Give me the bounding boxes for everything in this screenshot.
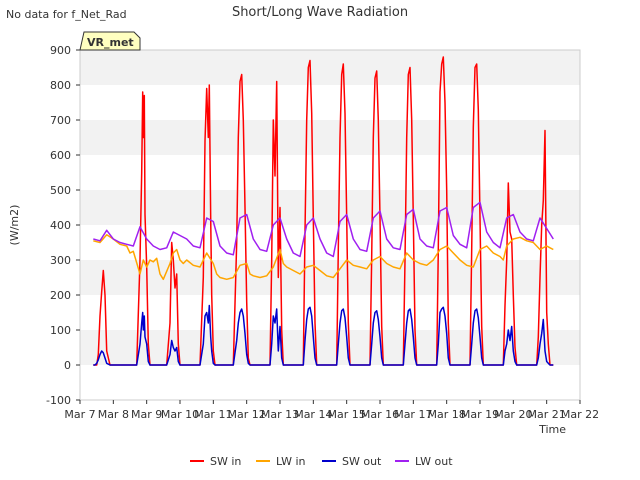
site-badge: VR_met [79, 31, 141, 51]
x-tick-label: Mar 7 [64, 408, 95, 421]
y-tick-label: 800 [50, 79, 71, 92]
grid-band [80, 155, 580, 190]
x-tick-label: Mar 17 [394, 408, 432, 421]
x-tick-label: Mar 18 [428, 408, 466, 421]
y-tick-label: 200 [50, 289, 71, 302]
series-line-sw-out [93, 304, 554, 366]
y-tick-label: 700 [50, 114, 71, 127]
x-tick-label: Mar 22 [561, 408, 599, 421]
site-badge-label: VR_met [87, 36, 134, 49]
x-tick-label: Mar 9 [131, 408, 162, 421]
legend-label-lw-out: LW out [415, 455, 453, 468]
grid-band [80, 50, 580, 85]
x-axis-label: Time [538, 423, 566, 436]
grid-band [80, 330, 580, 365]
x-tick-label: Mar 14 [294, 408, 332, 421]
series-lines [93, 56, 554, 366]
x-tick-label: Mar 10 [161, 408, 199, 421]
series-line-lw-in [93, 234, 554, 281]
grid-band [80, 120, 580, 155]
x-tick-label: Mar 21 [528, 408, 566, 421]
x-tick-label: Mar 20 [494, 408, 532, 421]
x-tick-label: Mar 11 [194, 408, 232, 421]
x-tick-label: Mar 8 [98, 408, 129, 421]
y-axis: -100 0 100 200 300 400 500 600 700 800 900 [46, 44, 80, 407]
chart-title: Short/Long Wave Radiation [232, 5, 408, 20]
y-tick-label: 400 [50, 219, 71, 232]
grid-band [80, 85, 580, 120]
no-data-note: No data for f_Net_Rad [6, 8, 127, 21]
y-tick-label: -100 [46, 394, 71, 407]
series-line-lw-out [93, 201, 554, 258]
legend-label-sw-in: SW in [210, 455, 241, 468]
legend-label-sw-out: SW out [342, 455, 382, 468]
grid-band [80, 190, 580, 225]
y-tick-label: 300 [50, 254, 71, 267]
y-axis-label: (W/m2) [8, 205, 21, 246]
grid-band [80, 295, 580, 330]
grid-band [80, 365, 580, 400]
legend: SW in LW in SW out LW out [190, 455, 453, 468]
y-tick-label: 100 [50, 324, 71, 337]
legend-label-lw-in: LW in [276, 455, 306, 468]
x-tick-label: Mar 13 [261, 408, 299, 421]
x-tick-label: Mar 12 [228, 408, 266, 421]
y-tick-label: 500 [50, 184, 71, 197]
y-tick-label: 900 [50, 44, 71, 57]
x-tick-label: Mar 19 [461, 408, 499, 421]
y-tick-label: 0 [64, 359, 71, 372]
y-tick-label: 600 [50, 149, 71, 162]
x-tick-label: Mar 15 [328, 408, 366, 421]
x-tick-label: Mar 16 [361, 408, 399, 421]
